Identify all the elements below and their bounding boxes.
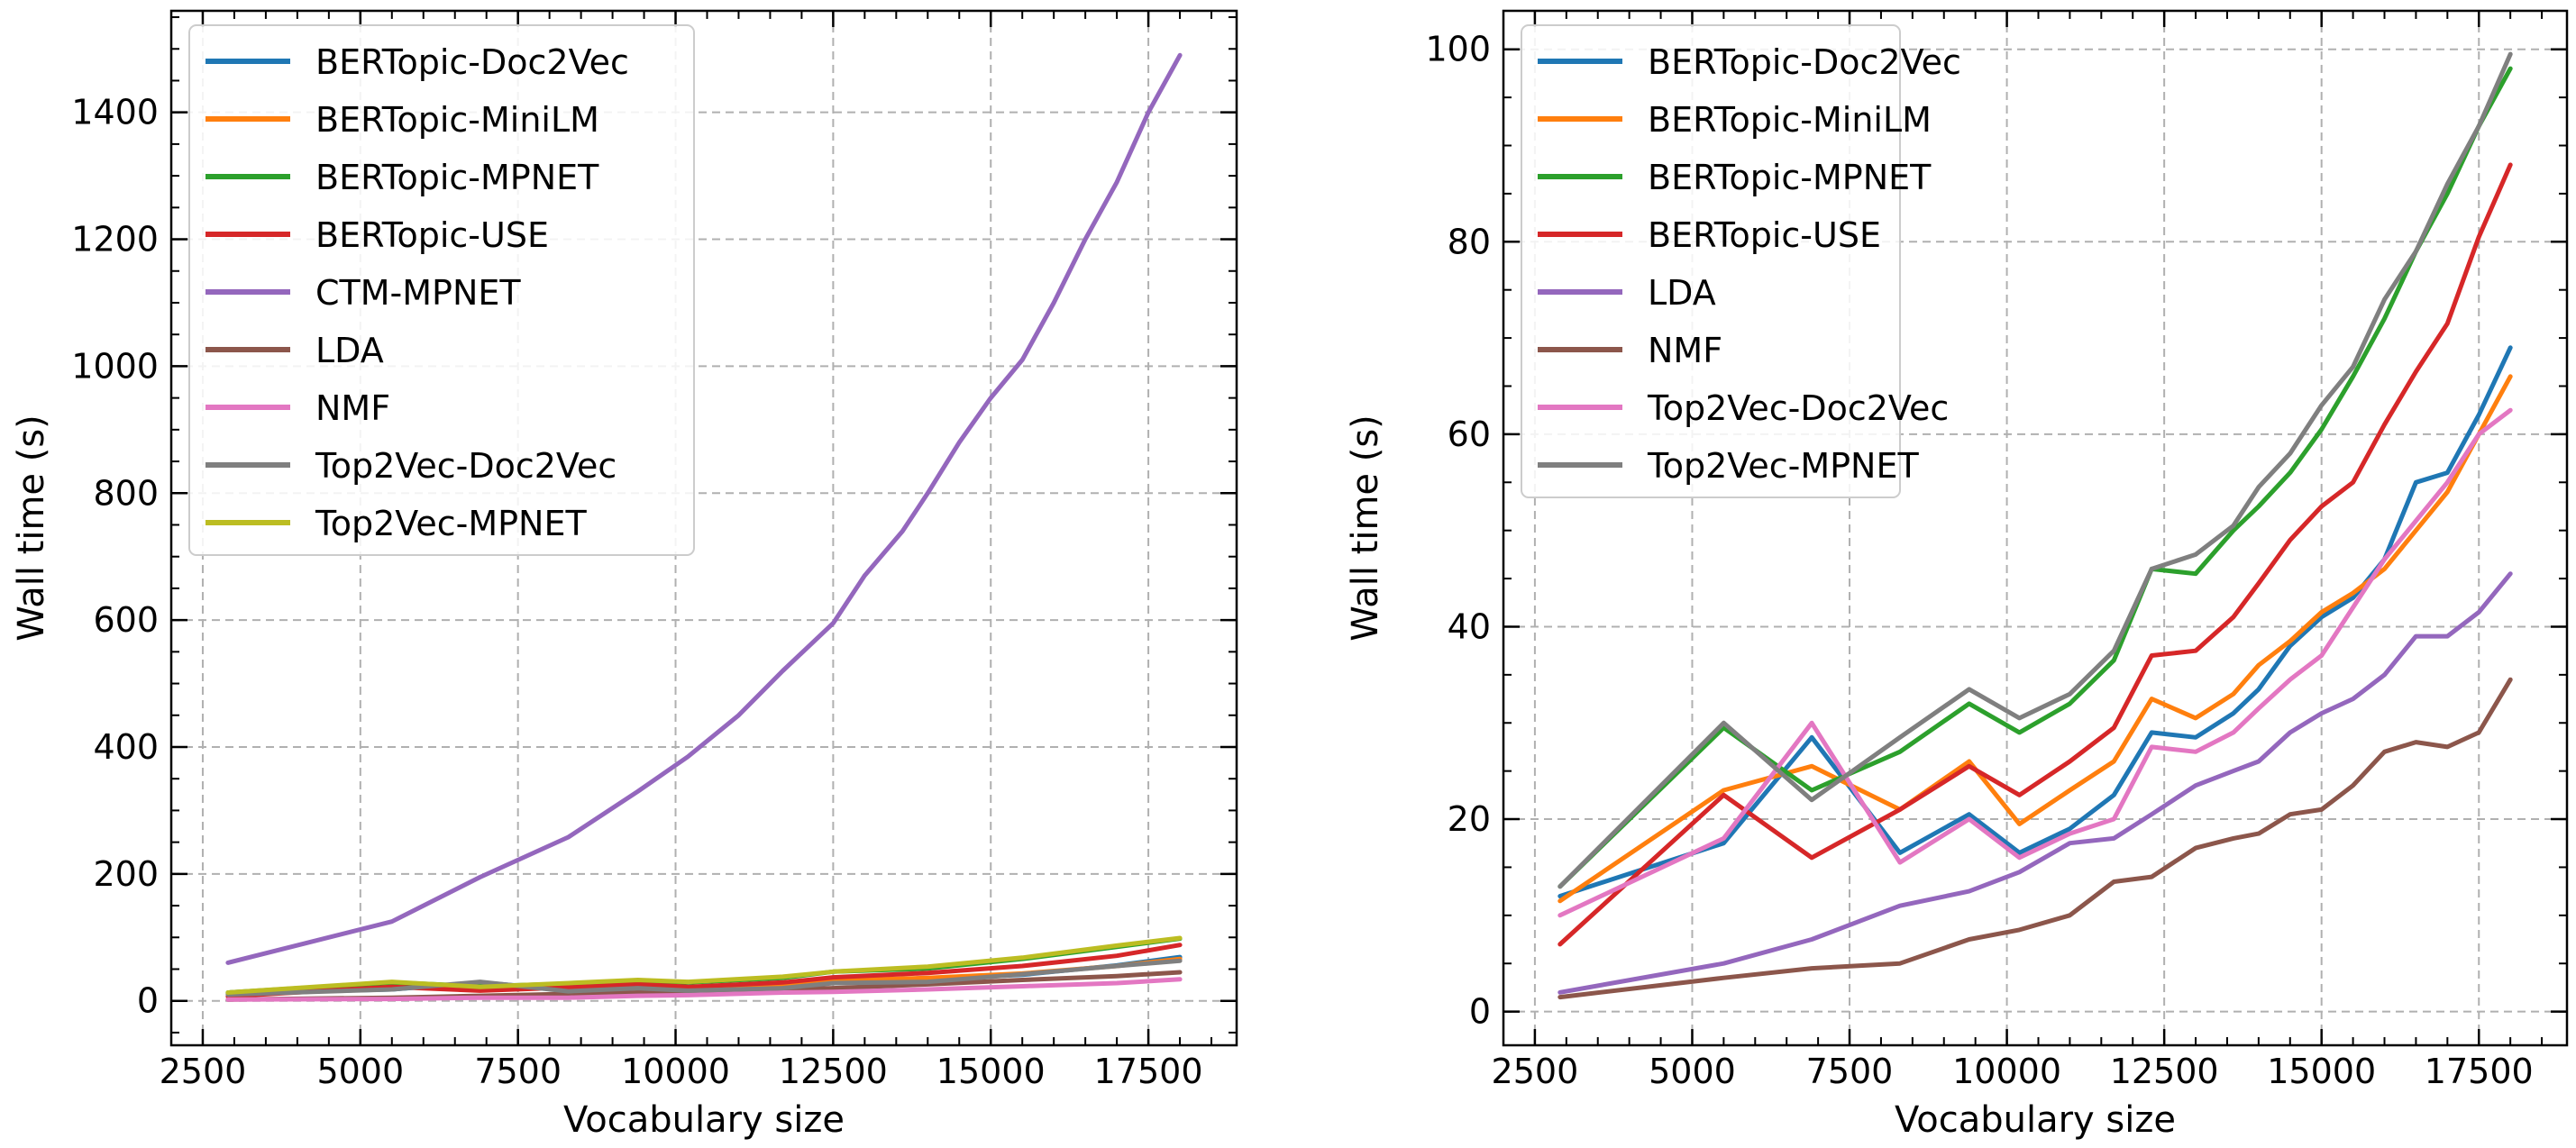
legend-box (1521, 24, 1901, 498)
y-axis-label: Wall time (s) (1345, 415, 1386, 642)
y-tick-label: 0 (137, 981, 159, 1021)
y-tick-label: 60 (1448, 415, 1491, 454)
legend-label: NMF (1648, 331, 1722, 370)
y-tick-label: 40 (1448, 606, 1491, 646)
legend-label: Top2Vec-MPNET (315, 504, 587, 543)
legend-label: BERTopic-Doc2Vec (315, 42, 629, 82)
x-tick-label: 2500 (160, 1052, 247, 1091)
y-tick-label: 600 (93, 600, 159, 640)
legend-label: BERTopic-MPNET (1648, 158, 1932, 197)
y-tick-label: 1200 (71, 220, 159, 260)
series-line-top2vec-mpnet (225, 935, 1183, 995)
y-tick-label: 1400 (71, 93, 159, 132)
y-tick-label: 200 (93, 854, 159, 894)
x-tick-label: 10000 (1952, 1052, 2061, 1091)
legend-label: BERTopic-USE (315, 215, 549, 255)
series-line-nmf (1557, 677, 2513, 1000)
series-line-top2vec-mpnet (1557, 51, 2513, 889)
x-tick-label: 10000 (621, 1052, 730, 1091)
y-axis-label: Wall time (s) (11, 415, 52, 642)
x-tick-label: 17500 (2425, 1052, 2534, 1091)
legend-label: Top2Vec-Doc2Vec (1647, 388, 1949, 428)
y-tick-label: 20 (1448, 799, 1491, 839)
legend-label: NMF (315, 388, 390, 428)
legend-label: BERTopic-MPNET (315, 158, 599, 197)
y-tick-label: 0 (1469, 992, 1491, 1032)
x-axis-label: Vocabulary size (563, 1099, 845, 1141)
series-group (225, 52, 1183, 1002)
x-tick-label: 12500 (779, 1052, 888, 1091)
series-line-lda (1557, 571, 2513, 995)
series-line-nmf (225, 977, 1183, 1002)
x-tick-label: 5000 (1649, 1052, 1736, 1091)
series-line-top2vec-doc2vec (1557, 407, 2513, 918)
legend: BERTopic-Doc2Vec BERTopic-MiniLM BERTopic-… (1521, 24, 1961, 498)
legend-label: LDA (315, 331, 384, 370)
x-axis-label: Vocabulary size (1895, 1099, 2176, 1141)
legend-label: LDA (1648, 273, 1716, 313)
series-group (1557, 51, 2513, 1000)
y-tick-label: 80 (1448, 222, 1491, 261)
series-line-bertopic-use (225, 943, 1183, 999)
legend-label: BERTopic-MiniLM (315, 100, 599, 140)
legend-label: Top2Vec-Doc2Vec (315, 446, 617, 486)
plot-frame (169, 9, 1238, 1047)
y-tick-label: 1000 (71, 346, 159, 386)
legend-label: BERTopic-Doc2Vec (1648, 42, 1961, 82)
x-tick-label: 15000 (2267, 1052, 2376, 1091)
right-chart-panel: 2500 5000 7500 10000 12500 15000 17500 0 20 40 60 8… (1345, 9, 2569, 1141)
y-tick-label: 400 (93, 727, 159, 767)
legend-label: Top2Vec-MPNET (1647, 446, 1919, 486)
plot-frame (1502, 9, 2569, 1047)
x-tick-label: 2500 (1492, 1052, 1579, 1091)
legend: BERTopic-Doc2Vec BERTopic-MiniLM BERTopic-… (188, 24, 695, 556)
x-tick-label: 12500 (2110, 1052, 2219, 1091)
x-tick-label: 17500 (1094, 1052, 1203, 1091)
legend-label: BERTopic-USE (1648, 215, 1881, 255)
left-chart-panel: 2500 5000 7500 10000 12500 15000 17500 0 200 400 6… (11, 9, 1238, 1141)
x-tick-label: 7500 (474, 1052, 562, 1091)
legend-label: BERTopic-MiniLM (1648, 100, 1932, 140)
series-line-bertopic-doc2vec (1557, 345, 2513, 898)
x-tick-label: 15000 (936, 1052, 1046, 1091)
y-tick-label: 800 (93, 473, 159, 513)
x-tick-label: 7500 (1806, 1052, 1894, 1091)
x-tick-label: 5000 (316, 1052, 404, 1091)
legend-label: CTM-MPNET (315, 273, 521, 313)
y-tick-label: 100 (1425, 30, 1491, 69)
series-line-ctm-mpnet (225, 52, 1183, 965)
series-line-bertopic-use (1557, 162, 2513, 947)
series-line-top2vec-doc2vec (225, 958, 1183, 998)
legend-box (188, 24, 695, 556)
